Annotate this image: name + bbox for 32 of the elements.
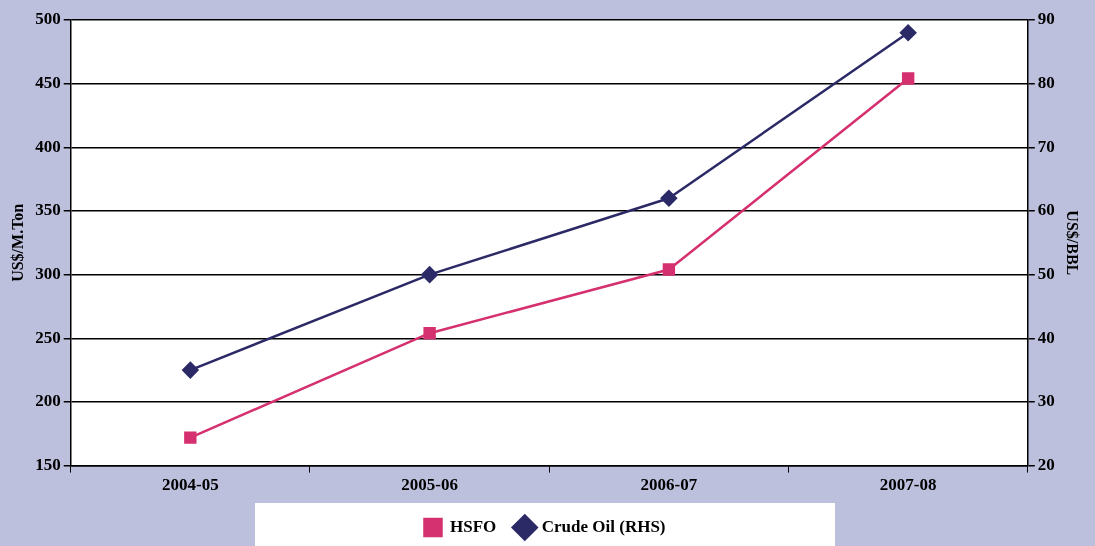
x-tick-label: 2006-07 — [640, 475, 698, 495]
legend-label: HSFO — [450, 516, 497, 536]
point — [901, 72, 915, 85]
y2-tick-label: 50 — [1037, 264, 1055, 284]
legend-label: Crude Oil (RHS) — [541, 516, 666, 536]
y2-tick-label: 80 — [1037, 73, 1055, 93]
y2-tick-label: 90 — [1037, 9, 1055, 29]
y-tick-label: 200 — [35, 391, 61, 411]
x-tick-label: 2005-06 — [401, 475, 458, 495]
y2-tick-label: 70 — [1037, 136, 1055, 156]
y-tick-label: 400 — [35, 136, 61, 156]
y-tick-label: 300 — [35, 264, 61, 284]
x-tick-label: 2004-05 — [162, 475, 219, 495]
y-axis-title: US$/M.Ton — [8, 203, 26, 282]
y-tick-label: 250 — [35, 327, 61, 347]
y2-tick-label: 40 — [1037, 327, 1055, 347]
point — [184, 431, 197, 444]
point — [421, 266, 438, 283]
point — [423, 326, 436, 340]
point — [662, 263, 676, 276]
y2-tick-label: 60 — [1037, 200, 1055, 220]
y-tick-label: 450 — [35, 73, 61, 93]
point — [899, 24, 917, 41]
y2-tick-label: 30 — [1037, 391, 1055, 411]
y2-axis-title: US$/BBL — [1064, 210, 1082, 276]
y-tick-label: 500 — [35, 9, 61, 29]
y2-tick-label: 20 — [1037, 454, 1055, 474]
y-tick-label: 350 — [35, 200, 61, 220]
point — [660, 189, 678, 207]
point — [182, 361, 199, 379]
y-tick-label: 150 — [35, 454, 61, 474]
x-tick-label: 2007-08 — [879, 475, 937, 495]
